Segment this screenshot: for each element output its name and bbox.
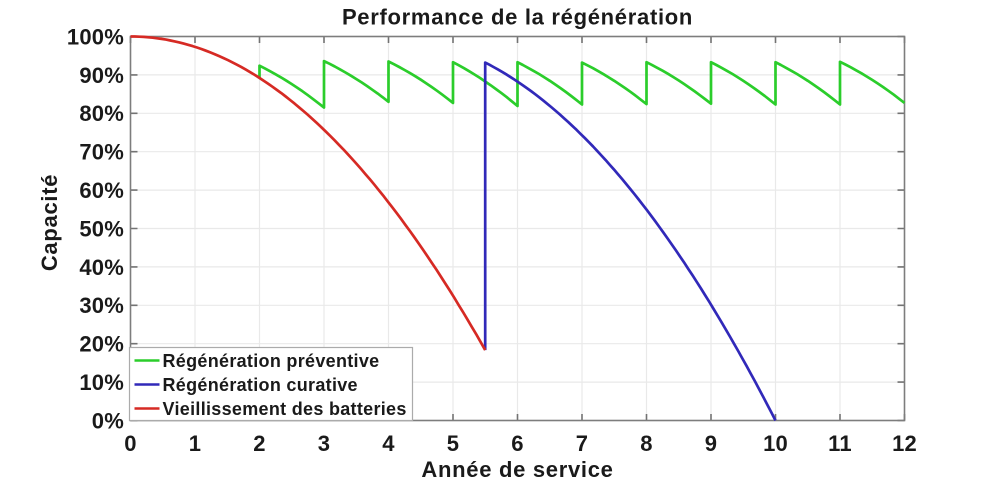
svg-text:11: 11 [828,431,852,456]
svg-text:4: 4 [382,431,395,456]
svg-text:6: 6 [511,431,523,456]
svg-text:Capacité: Capacité [37,174,62,271]
svg-text:30%: 30% [79,293,124,318]
svg-text:0: 0 [124,431,136,456]
svg-text:3: 3 [318,431,330,456]
svg-text:7: 7 [576,431,588,456]
svg-text:80%: 80% [79,101,124,126]
svg-text:9: 9 [705,431,717,456]
svg-text:10%: 10% [79,370,124,395]
svg-text:20%: 20% [79,332,124,357]
svg-text:2: 2 [253,431,265,456]
svg-text:8: 8 [640,431,652,456]
svg-text:0%: 0% [92,408,124,433]
svg-text:Vieillissement des batteries: Vieillissement des batteries [163,399,407,419]
svg-text:10: 10 [763,431,788,456]
svg-text:90%: 90% [79,63,124,88]
svg-text:50%: 50% [79,216,124,241]
svg-text:40%: 40% [79,255,124,280]
svg-text:70%: 70% [79,140,124,165]
svg-text:60%: 60% [79,178,124,203]
svg-text:5: 5 [447,431,459,456]
svg-text:100%: 100% [67,24,124,49]
svg-text:Régénération préventive: Régénération préventive [163,351,380,371]
svg-text:Année de service: Année de service [421,457,613,482]
svg-text:Performance de la régénération: Performance de la régénération [342,5,693,30]
svg-text:1: 1 [189,431,201,456]
svg-text:12: 12 [892,431,917,456]
svg-text:Régénération curative: Régénération curative [163,375,358,395]
